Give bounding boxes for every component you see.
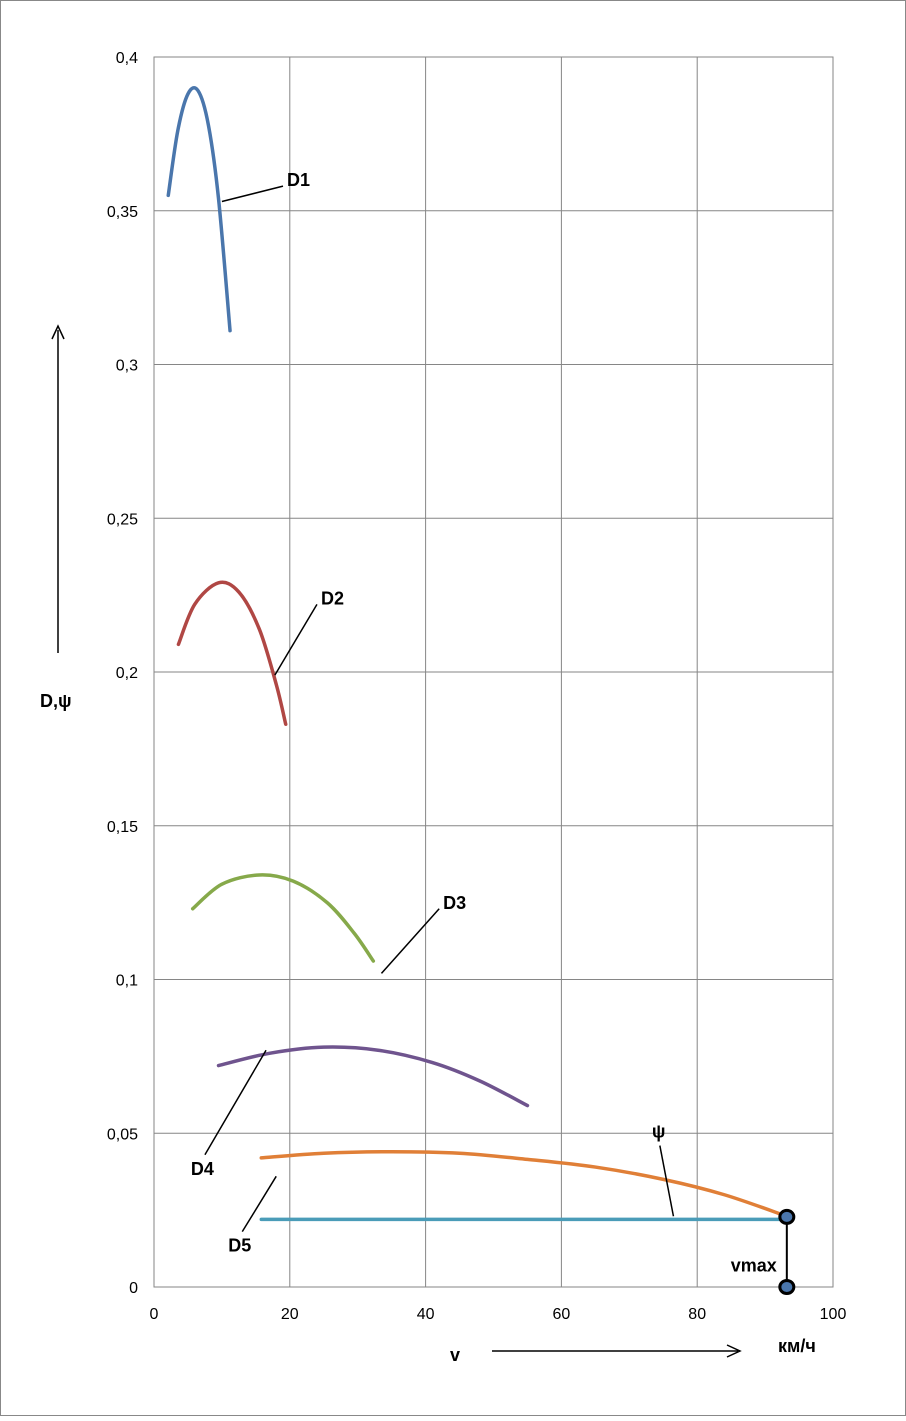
x-tick-label: 80: [688, 1306, 706, 1323]
x-axis-unit: км/ч: [778, 1336, 816, 1356]
annotation-psi: ψ: [652, 1122, 666, 1142]
series-line-d2: [176, 580, 288, 727]
x-tick-label: 0: [150, 1306, 159, 1323]
annotation-d1: D1: [287, 170, 310, 190]
x-tick-label: 20: [281, 1306, 299, 1323]
y-tick-label: 0,15: [107, 819, 138, 836]
vmax-point-top: [778, 1208, 796, 1225]
x-tick-label: 100: [820, 1306, 847, 1323]
y-tick-label: 0,25: [107, 511, 138, 528]
annotation-d5: D5: [228, 1236, 251, 1256]
tick-labels: 0 0,05 0,1 0,15 0,2 0,25 0,3 0,35 0,4 0 20 40 60 80 10…: [107, 50, 847, 1323]
leader-line-d3: [380, 908, 440, 974]
series-lines: [166, 86, 789, 1222]
x-axis-arrowhead-icon: [726, 1344, 742, 1358]
leader-line-d5: [241, 1175, 277, 1233]
x-tick-label: 40: [417, 1306, 435, 1323]
y-tick-label: 0,3: [116, 358, 138, 375]
leader-line-psi: [659, 1145, 675, 1217]
y-tick-label: 0: [129, 1280, 138, 1297]
leader-line-d2: [274, 603, 318, 676]
vmax-point-bottom: [778, 1279, 796, 1295]
x-tick-label: 60: [553, 1306, 571, 1323]
y-tick-label: 0,2: [116, 665, 138, 682]
annotation-d2: D2: [321, 588, 344, 608]
series-line-d5: [259, 1149, 789, 1219]
y-tick-label: 0,1: [116, 973, 138, 990]
y-tick-label: 0,05: [107, 1126, 138, 1143]
y-axis-arrowhead-icon: [51, 324, 65, 340]
y-tick-label: 0,4: [116, 50, 138, 67]
leader-line-d4: [204, 1049, 267, 1156]
annotation-d4: D4: [191, 1159, 214, 1179]
annotations: D1 D2 D3 D4 D5 ψ vmax: [191, 170, 796, 1295]
annotation-d3: D3: [443, 893, 466, 913]
y-tick-label: 0,35: [107, 204, 138, 221]
y-axis-label: D,ψ: [40, 691, 72, 711]
series-line-d3: [190, 873, 376, 963]
x-axis-label: v: [450, 1345, 460, 1365]
annotation-vmax: vmax: [731, 1255, 777, 1275]
leader-line-d1: [221, 185, 284, 203]
grid: [153, 56, 834, 1288]
series-line-d1: [166, 86, 232, 333]
series-line-d4: [216, 1045, 530, 1108]
